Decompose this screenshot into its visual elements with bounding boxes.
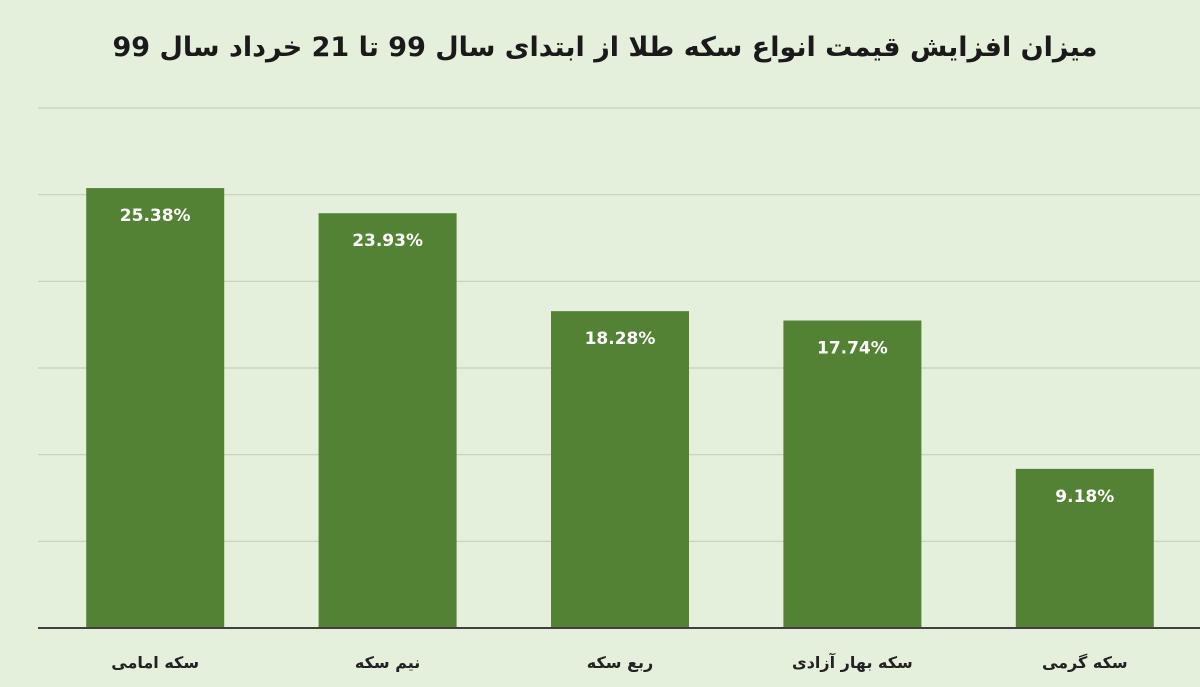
data-labels: 25.38% 23.93% 18.28% 17.74% 9.18% bbox=[120, 206, 1114, 507]
chart-title: میزان افزایش قیمت انواع سکه طلا از ابتدا… bbox=[113, 32, 1098, 63]
x-tick-label: نیم سکه bbox=[355, 653, 420, 672]
bars bbox=[86, 188, 1154, 629]
x-tick-label: ربع سکه bbox=[587, 653, 653, 672]
data-label: 18.28% bbox=[585, 329, 656, 349]
data-label: 25.38% bbox=[120, 206, 191, 226]
bar bbox=[783, 320, 922, 628]
data-label: 23.93% bbox=[352, 231, 423, 251]
bar bbox=[318, 213, 457, 629]
x-tick-labels: سکه امامی نیم سکه ربع سکه سکه بهار آزادی سکه… bbox=[111, 652, 1127, 672]
bar bbox=[1015, 468, 1154, 628]
x-tick-label: سکه گرمی bbox=[1042, 653, 1128, 672]
bar bbox=[551, 311, 689, 628]
x-tick-label: سکه بهار آزادی bbox=[792, 652, 913, 672]
x-tick-label: سکه امامی bbox=[111, 653, 199, 672]
bar bbox=[86, 188, 225, 628]
data-label: 9.18% bbox=[1055, 487, 1114, 507]
data-label: 17.74% bbox=[817, 339, 888, 359]
